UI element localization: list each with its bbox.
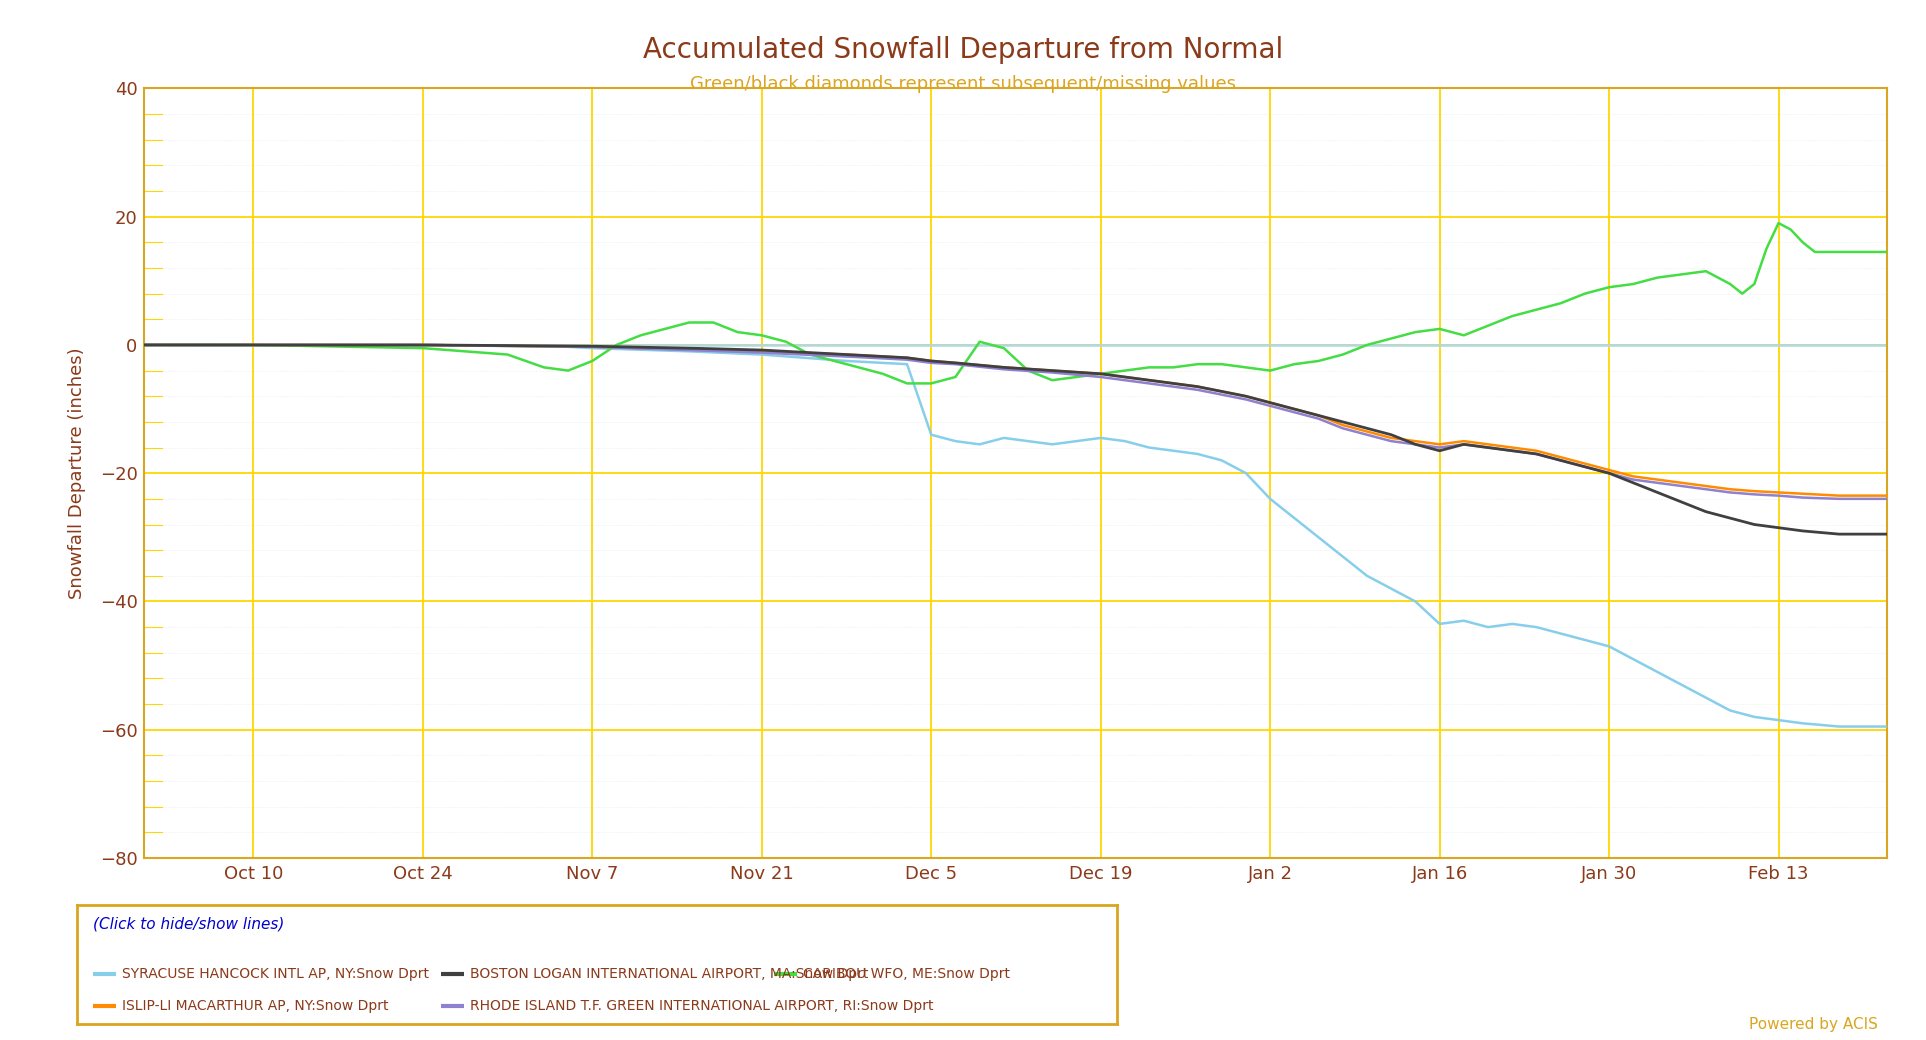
- Text: RHODE ISLAND T.F. GREEN INTERNATIONAL AIRPORT, RI:Snow Dprt: RHODE ISLAND T.F. GREEN INTERNATIONAL AI…: [470, 999, 934, 1013]
- Text: Powered by ACIS: Powered by ACIS: [1749, 1017, 1878, 1032]
- Text: ISLIP-LI MACARTHUR AP, NY:Snow Dprt: ISLIP-LI MACARTHUR AP, NY:Snow Dprt: [121, 999, 389, 1013]
- Text: Accumulated Snowfall Departure from Normal: Accumulated Snowfall Departure from Norm…: [643, 36, 1283, 64]
- Y-axis label: Snowfall Departure (inches): Snowfall Departure (inches): [67, 347, 87, 599]
- Text: CARIBOU WFO, ME:Snow Dprt: CARIBOU WFO, ME:Snow Dprt: [803, 967, 1009, 981]
- Text: SYRACUSE HANCOCK INTL AP, NY:Snow Dprt: SYRACUSE HANCOCK INTL AP, NY:Snow Dprt: [121, 967, 429, 981]
- Text: (Click to hide/show lines): (Click to hide/show lines): [92, 917, 283, 932]
- Text: BOSTON LOGAN INTERNATIONAL AIRPORT, MA:Snow Dprt: BOSTON LOGAN INTERNATIONAL AIRPORT, MA:S…: [470, 967, 869, 981]
- Text: Green/black diamonds represent subsequent/missing values: Green/black diamonds represent subsequen…: [690, 75, 1236, 93]
